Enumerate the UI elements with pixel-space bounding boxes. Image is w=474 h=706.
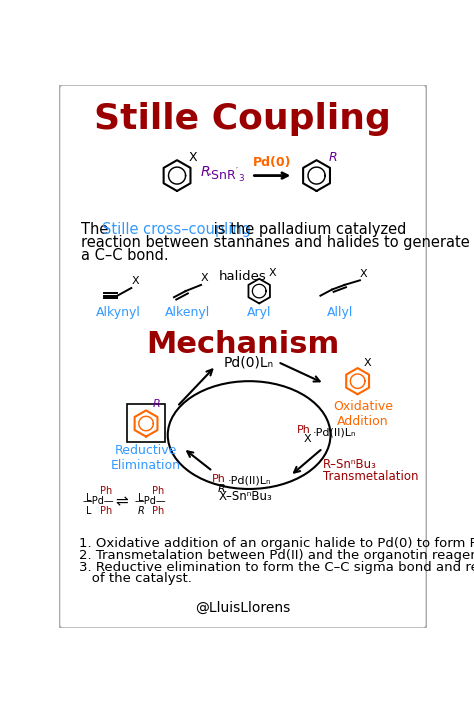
Text: X: X — [268, 268, 276, 278]
Text: X: X — [189, 151, 197, 164]
Text: R–SnⁿBu₃: R–SnⁿBu₃ — [323, 458, 377, 471]
Text: —Pd—: —Pd— — [82, 496, 114, 506]
Text: Pd(0): Pd(0) — [253, 157, 292, 169]
Text: The: The — [81, 222, 113, 237]
Text: Transmetalation: Transmetalation — [323, 469, 418, 483]
Text: reaction between stannanes and halides to generate: reaction between stannanes and halides t… — [81, 235, 470, 250]
Text: Stille cross–coupling: Stille cross–coupling — [102, 222, 251, 237]
Text: X: X — [201, 273, 209, 283]
Text: Pd(0)Lₙ: Pd(0)Lₙ — [224, 356, 274, 370]
Text: $\mathregular{R}$: $\mathregular{R}$ — [201, 165, 210, 179]
FancyBboxPatch shape — [128, 405, 165, 442]
Text: Ph: Ph — [297, 425, 311, 435]
FancyBboxPatch shape — [59, 85, 427, 628]
Text: X–SnⁿBu₃: X–SnⁿBu₃ — [219, 490, 272, 503]
Text: L: L — [138, 493, 143, 503]
Text: Ph: Ph — [152, 486, 164, 496]
Text: Ph: Ph — [152, 505, 164, 515]
Text: X: X — [364, 358, 372, 368]
Text: ·Pd(II)Lₙ: ·Pd(II)Lₙ — [313, 427, 356, 438]
Text: X: X — [360, 269, 367, 279]
Text: @LluisLlorens: @LluisLlorens — [195, 601, 291, 614]
Text: X: X — [303, 433, 311, 443]
Text: halides: halides — [219, 270, 267, 282]
Text: a C–C bond.: a C–C bond. — [81, 248, 169, 263]
Text: Ph: Ph — [100, 486, 112, 496]
Text: R: R — [218, 484, 226, 493]
Text: Aryl: Aryl — [247, 306, 272, 318]
Text: Ph: Ph — [212, 474, 226, 484]
Text: 3. Reductive elimination to form the C–C sigma bond and regeneration: 3. Reductive elimination to form the C–C… — [79, 561, 474, 573]
Text: Oxidative
Addition: Oxidative Addition — [333, 400, 393, 429]
Text: L: L — [86, 493, 91, 503]
Text: L: L — [86, 505, 91, 515]
Text: 1. Oxidative addition of an organic halide to Pd(0) to form Pd(II).: 1. Oxidative addition of an organic hali… — [79, 537, 474, 551]
Text: of the catalyst.: of the catalyst. — [79, 572, 191, 585]
Text: 2. Transmetalation between Pd(II) and the organotin reagent.: 2. Transmetalation between Pd(II) and th… — [79, 549, 474, 562]
Text: Mechanism: Mechanism — [146, 330, 339, 359]
Text: R: R — [137, 505, 144, 515]
Text: Alkynyl: Alkynyl — [96, 306, 141, 318]
Text: is the palladium catalyzed: is the palladium catalyzed — [209, 222, 406, 237]
Text: Reductive
Elimination: Reductive Elimination — [111, 443, 181, 472]
Text: $\mathregular{\cdot SnR'_3}$: $\mathregular{\cdot SnR'_3}$ — [207, 166, 245, 185]
Text: Allyl: Allyl — [328, 306, 354, 318]
Text: Stille Coupling: Stille Coupling — [94, 102, 392, 136]
Text: R: R — [152, 400, 160, 409]
Text: Alkenyl: Alkenyl — [165, 306, 210, 318]
Text: X: X — [131, 277, 139, 287]
Text: ·Pd(II)Lₙ: ·Pd(II)Lₙ — [228, 476, 271, 486]
Text: —Pd—: —Pd— — [134, 496, 166, 506]
Text: Ph: Ph — [100, 505, 112, 515]
Text: R: R — [328, 151, 337, 164]
Text: ⇌: ⇌ — [115, 495, 128, 510]
